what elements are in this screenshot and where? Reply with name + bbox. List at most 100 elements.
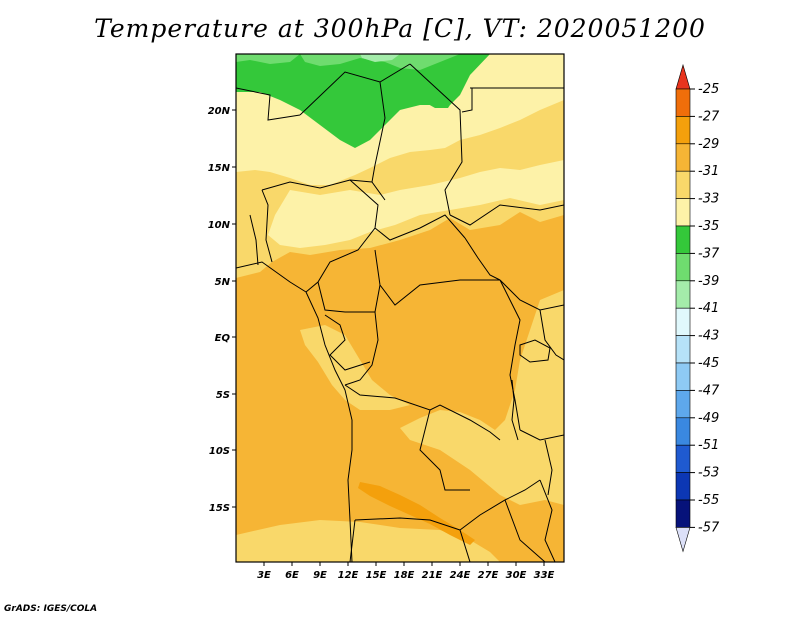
lat-label-15s: 15S — [209, 503, 230, 514]
lon-label-18e: 18E — [394, 570, 415, 581]
colorbar-swatch — [675, 417, 691, 446]
lon-label-3e: 3E — [257, 570, 271, 581]
lon-label-33e: 33E — [534, 570, 555, 581]
border-south-sudan-east — [499, 279, 564, 311]
colorbar-label: -25 — [698, 82, 719, 97]
colorbar-label: -45 — [698, 356, 719, 371]
colorbar-swatch — [675, 143, 691, 172]
border-tanzania — [519, 429, 564, 441]
colorbar-label: -37 — [698, 246, 720, 261]
colorbar-label: -49 — [698, 411, 719, 426]
lon-label-6e: 6E — [285, 570, 299, 581]
colorbar-swatch — [675, 170, 691, 199]
field-green-37 — [236, 54, 490, 148]
border-algeria-libya — [299, 63, 411, 116]
lon-label-24e: 24E — [450, 570, 471, 581]
field-green-37-b — [428, 100, 452, 108]
border-malawi — [544, 439, 553, 496]
border-nile-east — [461, 88, 473, 113]
field-green-39 — [300, 54, 460, 70]
border-mozambique — [539, 479, 556, 562]
border-angola-zambia — [419, 409, 470, 491]
border-niger-chad — [371, 81, 386, 201]
border-angola-drc — [344, 384, 501, 441]
lon-label-21e: 21E — [422, 570, 443, 581]
border-cameroon-congo — [317, 281, 381, 313]
border-benin — [261, 189, 273, 263]
border-mali-niger — [236, 87, 301, 121]
latitude-axis: 20N 15N 10N 5N EQ 5S 10S 15S — [208, 106, 236, 514]
lon-label-30e: 30E — [506, 570, 527, 581]
colorbar-label: -29 — [698, 137, 719, 152]
field-green-39-b — [236, 54, 300, 64]
colorbar-top-arrow — [675, 63, 691, 90]
colorbar-swatch — [675, 444, 691, 473]
colorbar-label: -43 — [698, 329, 719, 344]
border-lake-victoria — [519, 339, 551, 363]
field-yellow-35-b — [268, 160, 564, 248]
field-yellow-33-south — [236, 520, 500, 562]
colorbar-label: -27 — [698, 109, 720, 124]
border-namibia — [349, 519, 356, 562]
lon-ticks — [263, 562, 545, 566]
grads-credit: GrADS: IGES/COLA — [4, 604, 98, 614]
lat-ticks — [232, 109, 236, 508]
colorbar-swatch — [675, 116, 691, 145]
colorbar: -25 -27 -29 -31 -33 -35 -37 -39 -41 -43 -45 -47 -49 -… — [675, 63, 720, 553]
colorbar-swatch — [675, 335, 691, 364]
border-zimbabwe — [504, 499, 546, 562]
border-drc-east — [499, 279, 521, 431]
colorbar-swatch — [675, 88, 691, 117]
colorbar-label: -35 — [698, 219, 719, 234]
colorbar-label: -53 — [698, 466, 719, 481]
colorbar-label: -47 — [698, 383, 720, 398]
country-borders — [236, 63, 564, 562]
colorbar-swatch — [675, 472, 691, 501]
colorbar-swatch — [675, 362, 691, 391]
border-botswana — [459, 529, 471, 562]
lat-label-15n: 15N — [208, 163, 231, 174]
field-yellow-33-east — [400, 290, 564, 505]
map-frame — [235, 53, 565, 563]
colorbar-label: -51 — [698, 438, 719, 453]
field-orange-29 — [358, 482, 475, 545]
lat-label-10n: 10N — [208, 220, 231, 231]
colorbar-swatch — [675, 198, 691, 227]
border-gulf-coast — [236, 261, 307, 293]
field-green-41 — [360, 54, 400, 62]
colorbar-label: -31 — [698, 164, 719, 179]
lat-label-5n: 5N — [215, 277, 231, 288]
border-car-drc — [374, 249, 500, 306]
colorbar-swatch — [675, 280, 691, 309]
colorbar-swatch — [675, 499, 691, 528]
lat-label-20n: 20N — [208, 106, 231, 117]
border-atlantic-coast — [305, 291, 353, 562]
colorbar-swatch — [675, 225, 691, 254]
border-niger-nigeria — [261, 179, 373, 191]
longitude-axis: 3E 6E 9E 12E 15E 18E 21E 24E 27E 30E 33E — [257, 562, 555, 581]
colorbar-bottom-arrow — [675, 527, 691, 553]
border-libya-sudan — [409, 63, 463, 216]
lon-label-15e: 15E — [366, 570, 387, 581]
border-uganda-kenya — [539, 309, 564, 361]
colorbar-label: -55 — [698, 493, 719, 508]
border-angola-namibia — [354, 517, 461, 531]
lat-label-5s: 5S — [216, 390, 230, 401]
colorbar-swatch — [675, 307, 691, 336]
colorbar-label: -33 — [698, 192, 719, 207]
lon-label-9e: 9E — [313, 570, 327, 581]
border-car-sudan — [464, 237, 501, 281]
border-sudan-south-sudan — [449, 204, 564, 226]
lat-label-eq: EQ — [215, 333, 231, 344]
border-gabon — [324, 314, 371, 371]
colorbar-label: -39 — [698, 274, 719, 289]
colorbar-swatch — [675, 390, 691, 419]
colorbar-swatch — [675, 253, 691, 282]
lon-label-12e: 12E — [338, 570, 359, 581]
chart-title: Temperature at 300hPa [C], VT: 202005120… — [94, 14, 706, 43]
field-yellow-33-coast — [300, 325, 410, 410]
border-togo — [249, 214, 259, 266]
border-chad-car — [374, 214, 466, 241]
colorbar-label: -57 — [698, 520, 720, 535]
border-lake-tanganyika — [511, 379, 519, 441]
